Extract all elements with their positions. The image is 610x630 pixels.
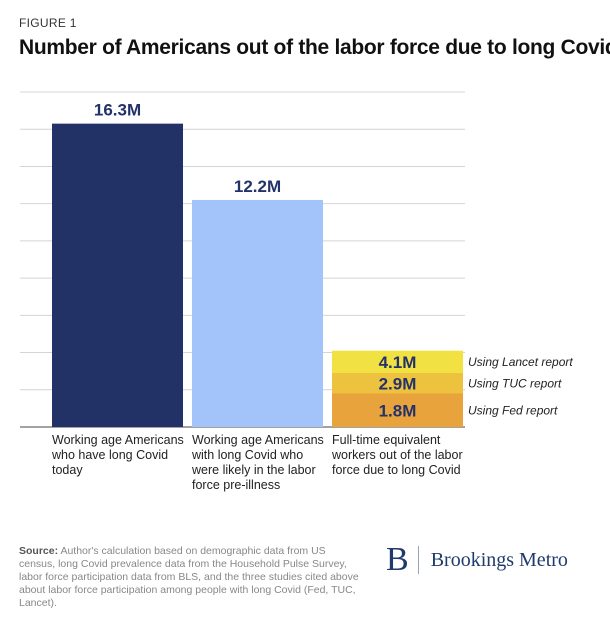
bar (52, 123, 183, 427)
stacked-segment (332, 350, 463, 374)
category-label: Full-time equivalent (332, 433, 441, 447)
figure-label: FIGURE 1 (19, 16, 77, 30)
bar-value-label: 16.3M (94, 101, 141, 120)
category-label: Working age Americans (52, 433, 184, 447)
category-label: Working age Americans (192, 433, 324, 447)
source-text: Author's calculation based on demographi… (19, 545, 359, 609)
segment-annotation: Using Lancet report (468, 355, 573, 369)
logo-name: Brookings Metro (430, 548, 568, 571)
bar (192, 199, 323, 427)
logo-mark: B (386, 541, 409, 578)
category-label: today (52, 463, 83, 477)
bar-value-label: 12.2M (234, 177, 281, 196)
segment-value-label: 4.1M (379, 353, 417, 372)
logo-divider (417, 546, 419, 574)
source-label: Source: (19, 545, 59, 557)
category-label: force due to long Covid (332, 463, 461, 477)
category-label: workers out of the labor (331, 448, 463, 462)
chart-title: Number of Americans out of the labor for… (19, 36, 610, 59)
segment-annotation: Using Fed report (468, 403, 558, 417)
stacked-segment (332, 373, 463, 394)
stacked-segment (332, 393, 463, 427)
category-label: with long Covid who (191, 448, 303, 462)
bar-chart: 16.3M 12.2M 1.8M Using Fed report 2.9M Using … (20, 91, 573, 492)
category-label: force pre-illness (192, 478, 280, 492)
category-label: who have long Covid (51, 448, 168, 462)
segment-value-label: 2.9M (379, 374, 417, 393)
source-note: Source: Author's calculation based on de… (19, 545, 359, 610)
brookings-metro-logo: B Brookings Metro (386, 542, 568, 578)
category-label: were likely in the labor (191, 463, 316, 477)
segment-annotation: Using TUC report (468, 376, 562, 390)
segment-value-label: 1.8M (379, 401, 417, 420)
